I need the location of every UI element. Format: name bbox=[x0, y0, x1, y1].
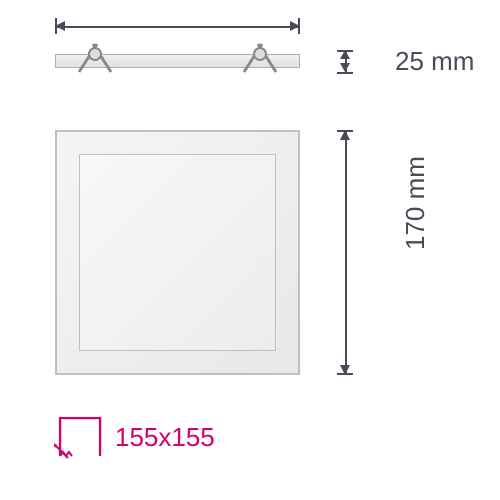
clip-left-icon bbox=[75, 40, 115, 78]
front-view-inner bbox=[79, 154, 276, 351]
cutout-icon bbox=[54, 412, 106, 464]
cutout-label: 155x155 bbox=[115, 422, 215, 453]
height-dim-arrow-top bbox=[340, 50, 350, 59]
top-dim-line bbox=[55, 26, 300, 28]
side-dim-label: 170 mm bbox=[400, 156, 431, 250]
height-dim-arrow-bottom bbox=[340, 63, 350, 72]
top-dim-arrow-right bbox=[290, 21, 300, 31]
side-dim-arrow-bottom bbox=[340, 365, 350, 375]
front-view bbox=[55, 130, 300, 375]
height-dim-label: 25 mm bbox=[395, 46, 474, 77]
side-dim-arrow-top bbox=[340, 130, 350, 140]
height-dim-tick-bottom bbox=[337, 72, 353, 74]
top-view bbox=[55, 50, 300, 72]
top-dim-arrow-left bbox=[55, 21, 65, 31]
clip-right-icon bbox=[240, 40, 280, 78]
diagram-container: 25 mm 170 mm 155x155 bbox=[0, 0, 500, 500]
side-dim-line bbox=[345, 130, 347, 375]
